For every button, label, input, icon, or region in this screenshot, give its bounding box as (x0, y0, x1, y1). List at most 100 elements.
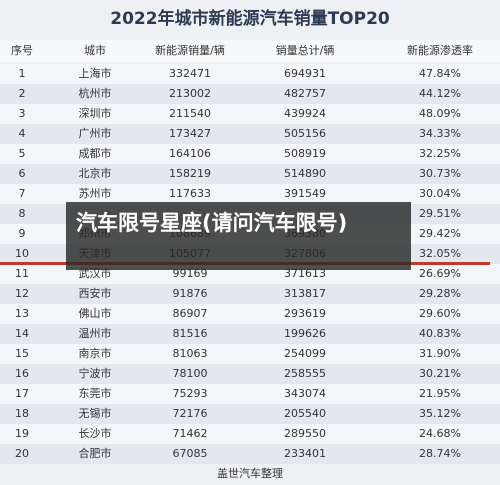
table-cell: 29.60% (419, 307, 461, 320)
table-cell: 482757 (284, 87, 326, 100)
table-cell: 15 (15, 347, 29, 360)
table-row (0, 364, 500, 384)
table-cell: 26.69% (419, 267, 461, 280)
table-row (0, 64, 500, 84)
table-cell: 19 (15, 427, 29, 440)
table-cell: 293619 (284, 307, 326, 320)
table-cell: 32.05% (419, 247, 461, 260)
table-row (0, 324, 500, 344)
table-cell: 佛山市 (78, 307, 112, 320)
table-cell: 254099 (284, 347, 326, 360)
table-cell: 3 (18, 107, 26, 120)
table-cell: 1 (18, 67, 26, 80)
table-cell: 18 (15, 407, 29, 420)
table-cell: 505156 (284, 127, 326, 140)
table-cell: 16 (15, 367, 29, 380)
table-cell: 514890 (284, 167, 326, 180)
table-cell: 211540 (169, 107, 211, 120)
header-row (0, 40, 500, 62)
column-header: 城市 (84, 44, 106, 57)
table-cell: 86907 (172, 307, 208, 320)
table-cell: 6 (18, 167, 26, 180)
table-cell: 117633 (169, 187, 211, 200)
table-cell: 158219 (169, 167, 211, 180)
table-cell: 29.42% (419, 227, 461, 240)
table-cell: 81063 (172, 347, 208, 360)
table-cell: 29.28% (419, 287, 461, 300)
table-cell: 371613 (284, 267, 326, 280)
table-cell: 391549 (284, 187, 326, 200)
table-cell: 5 (18, 147, 26, 160)
table-row (0, 164, 500, 184)
table-row (0, 104, 500, 124)
table-cell: 205540 (284, 407, 326, 420)
table-row (0, 144, 500, 164)
table-cell: 温州市 (78, 327, 112, 340)
table-cell: 东莞市 (78, 387, 112, 400)
overlay-caption: 汽车限号星座(请问汽车限号) (66, 202, 411, 270)
table-row (0, 284, 500, 304)
table-cell: 30.73% (419, 167, 461, 180)
column-header: 销量总计/辆 (275, 44, 335, 57)
table-cell: 32.25% (419, 147, 461, 160)
table-cell: 99169 (172, 267, 208, 280)
table-cell: 48.09% (419, 107, 461, 120)
table-cell: 233401 (284, 447, 326, 460)
table-cell: 164106 (169, 147, 211, 160)
table-row (0, 424, 500, 444)
table-cell: 8 (18, 207, 26, 220)
table-cell: 13 (15, 307, 29, 320)
table-cell: 28.74% (419, 447, 461, 460)
table-cell: 199626 (284, 327, 326, 340)
source: 盖世汽车整理 (217, 467, 283, 480)
table-row (0, 304, 500, 324)
table-cell: 30.04% (419, 187, 461, 200)
table-cell: 81516 (172, 327, 208, 340)
table-cell: 439924 (284, 107, 326, 120)
table-cell: 173427 (169, 127, 211, 140)
column-header: 序号 (11, 44, 33, 57)
table-cell: 343074 (284, 387, 326, 400)
table-cell: 西安市 (78, 287, 112, 300)
column-header: 新能源渗透率 (407, 44, 473, 57)
table-cell: 313817 (284, 287, 326, 300)
table-cell: 7 (18, 187, 26, 200)
table-cell: 91876 (172, 287, 208, 300)
table-cell: 29.51% (419, 207, 461, 220)
table-cell: 24.68% (419, 427, 461, 440)
table-cell: 南京市 (78, 347, 112, 360)
table-cell: 上海市 (78, 67, 112, 80)
table-cell: 508919 (284, 147, 326, 160)
table-cell: 9 (18, 227, 26, 240)
table-row (0, 384, 500, 404)
table-row (0, 344, 500, 364)
title: 2022年城市新能源汽车销量TOP20 (110, 9, 390, 29)
table-cell: 合肥市 (78, 447, 112, 460)
table-cell: 20 (15, 447, 29, 460)
table-row (0, 444, 500, 464)
table-row (0, 404, 500, 424)
table-cell: 4 (18, 127, 26, 140)
table-cell: 苏州市 (78, 187, 112, 200)
table-cell: 21.95% (419, 387, 461, 400)
table-cell: 广州市 (78, 127, 112, 140)
column-header: 新能源销量/辆 (155, 44, 225, 57)
table-cell: 长沙市 (78, 427, 112, 440)
table-cell: 12 (15, 287, 29, 300)
table-cell: 11 (15, 267, 29, 280)
table-cell: 332471 (169, 67, 211, 80)
table-cell: 无锡市 (78, 407, 112, 420)
table-cell: 17 (15, 387, 29, 400)
table-row (0, 184, 500, 204)
table-cell: 34.33% (419, 127, 461, 140)
table-cell: 14 (15, 327, 29, 340)
table-cell: 78100 (172, 367, 208, 380)
table-cell: 杭州市 (78, 87, 112, 100)
table-cell: 31.90% (419, 347, 461, 360)
table-cell: 北京市 (78, 167, 112, 180)
table-cell: 30.21% (419, 367, 461, 380)
table-cell: 258555 (284, 367, 326, 380)
table-cell: 289550 (284, 427, 326, 440)
table-cell: 35.12% (419, 407, 461, 420)
